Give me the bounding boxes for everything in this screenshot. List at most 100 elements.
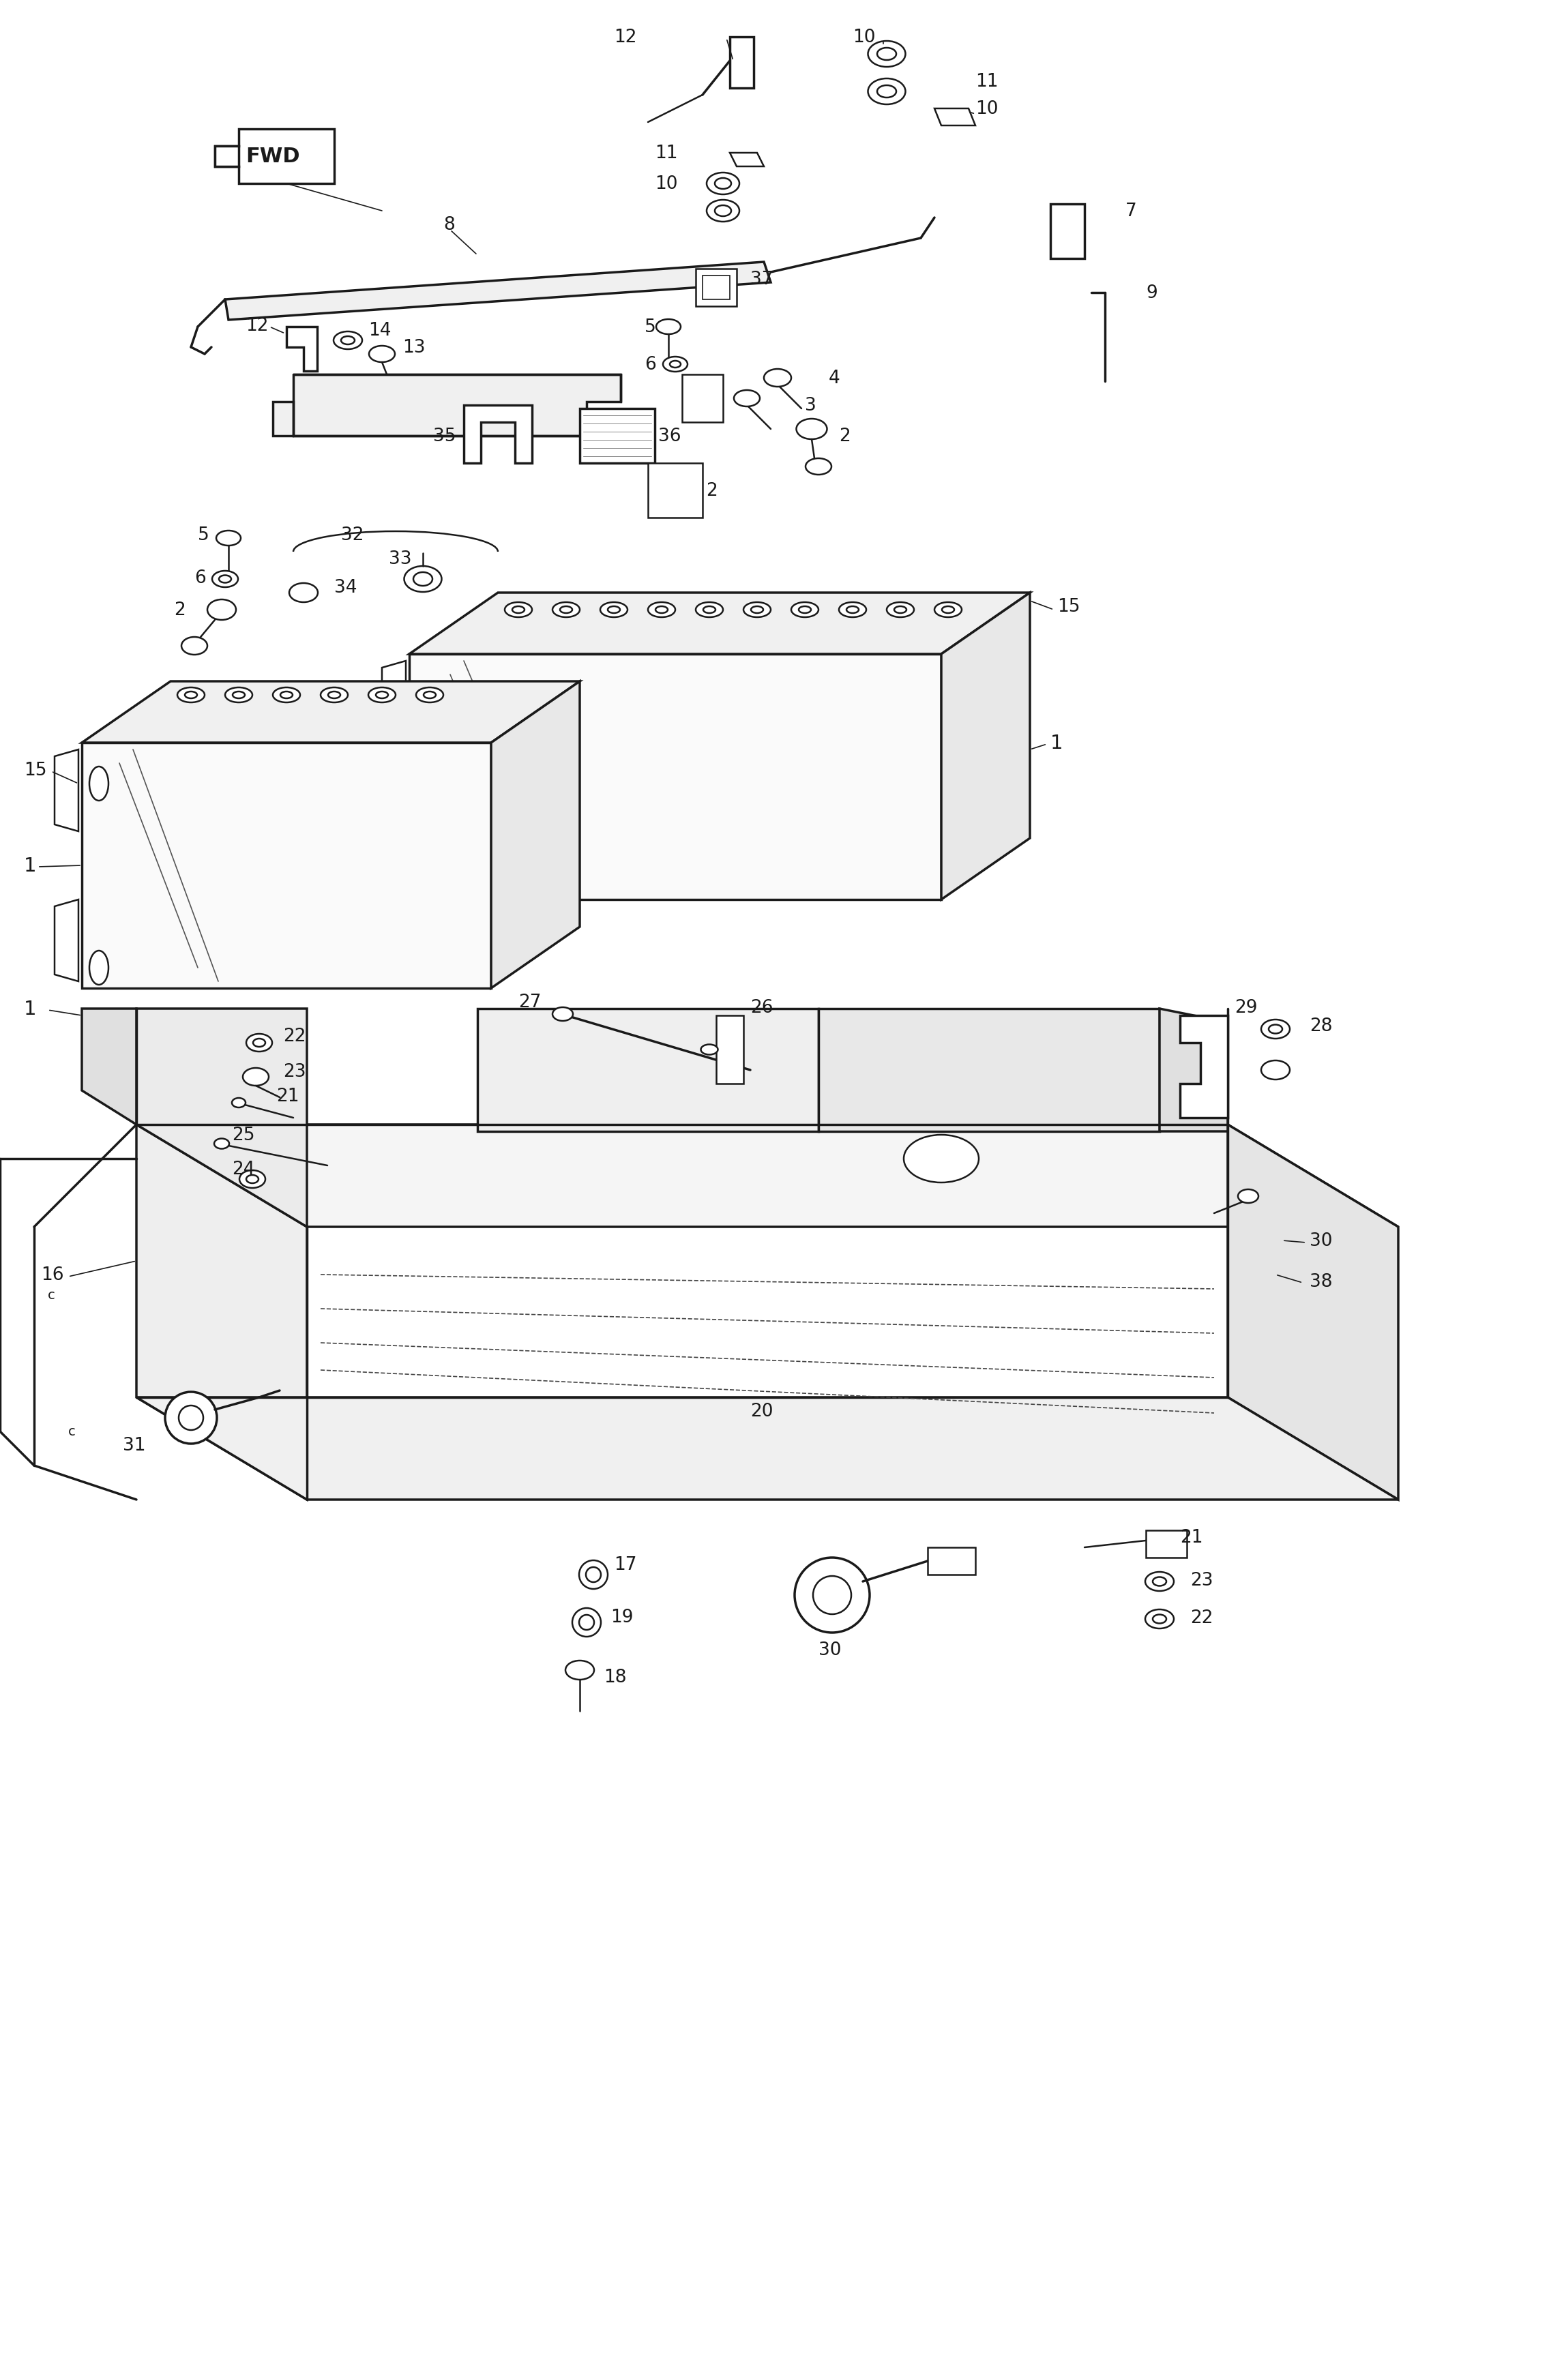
Text: 34: 34	[335, 578, 357, 597]
Ellipse shape	[328, 693, 341, 700]
Polygon shape	[716, 1016, 743, 1083]
Polygon shape	[55, 900, 78, 981]
Ellipse shape	[751, 607, 763, 614]
Polygon shape	[286, 326, 317, 371]
Ellipse shape	[805, 459, 832, 476]
Ellipse shape	[846, 607, 859, 614]
Circle shape	[813, 1576, 851, 1614]
Polygon shape	[696, 269, 737, 307]
Polygon shape	[491, 681, 580, 988]
Text: 30: 30	[1309, 1233, 1333, 1250]
Polygon shape	[682, 376, 723, 424]
Text: FWD: FWD	[246, 148, 300, 167]
Polygon shape	[702, 276, 730, 300]
Polygon shape	[465, 405, 532, 464]
Text: 21: 21	[277, 1088, 299, 1104]
Text: 11: 11	[976, 74, 998, 90]
Ellipse shape	[177, 688, 205, 702]
Ellipse shape	[601, 602, 627, 619]
Ellipse shape	[868, 79, 906, 105]
Text: 12: 12	[613, 29, 637, 45]
Ellipse shape	[375, 693, 388, 700]
Text: 10: 10	[655, 176, 677, 193]
Ellipse shape	[887, 602, 913, 619]
Ellipse shape	[321, 688, 347, 702]
Polygon shape	[136, 1397, 1398, 1499]
Polygon shape	[942, 593, 1031, 900]
Circle shape	[178, 1407, 203, 1430]
Ellipse shape	[657, 319, 680, 336]
Text: c: c	[48, 1290, 55, 1302]
Ellipse shape	[246, 1035, 272, 1052]
Ellipse shape	[877, 48, 896, 60]
Ellipse shape	[895, 607, 907, 614]
Ellipse shape	[560, 607, 572, 614]
Text: 37: 37	[751, 271, 773, 288]
Text: 25: 25	[231, 1126, 255, 1145]
Polygon shape	[382, 819, 405, 900]
Ellipse shape	[1145, 1573, 1175, 1592]
Ellipse shape	[791, 602, 818, 619]
Polygon shape	[81, 1009, 136, 1126]
Ellipse shape	[1268, 1026, 1282, 1033]
Text: 11: 11	[655, 145, 677, 162]
Text: 7: 7	[1126, 202, 1137, 221]
Ellipse shape	[942, 607, 954, 614]
Ellipse shape	[647, 602, 676, 619]
Text: 2: 2	[838, 428, 851, 445]
Polygon shape	[477, 1009, 818, 1133]
Ellipse shape	[231, 1097, 246, 1107]
Text: 18: 18	[604, 1668, 627, 1685]
Text: 12: 12	[246, 317, 269, 336]
Text: 22: 22	[283, 1028, 307, 1045]
Text: 4: 4	[829, 369, 840, 388]
Text: 31: 31	[122, 1438, 145, 1454]
Text: 17: 17	[613, 1557, 637, 1573]
Ellipse shape	[669, 362, 680, 369]
Text: 20: 20	[751, 1402, 773, 1421]
Polygon shape	[647, 464, 702, 519]
Polygon shape	[81, 743, 491, 988]
Text: 28: 28	[1309, 1016, 1333, 1035]
Polygon shape	[410, 654, 942, 900]
Polygon shape	[927, 1547, 976, 1576]
Ellipse shape	[341, 338, 355, 345]
Ellipse shape	[1239, 1190, 1259, 1204]
Ellipse shape	[904, 1135, 979, 1183]
Text: 22: 22	[1190, 1609, 1214, 1626]
Ellipse shape	[579, 1561, 608, 1590]
Text: 2: 2	[705, 483, 718, 500]
Text: 1: 1	[23, 1000, 36, 1019]
Ellipse shape	[404, 566, 441, 593]
Text: 5: 5	[644, 319, 655, 336]
Text: 33: 33	[389, 550, 411, 569]
Ellipse shape	[552, 602, 580, 619]
Ellipse shape	[1153, 1614, 1167, 1623]
Ellipse shape	[877, 86, 896, 98]
Ellipse shape	[424, 693, 436, 700]
Ellipse shape	[233, 693, 246, 700]
Text: 38: 38	[1309, 1273, 1333, 1290]
Polygon shape	[136, 1009, 307, 1228]
Ellipse shape	[239, 1171, 266, 1188]
Text: 6: 6	[644, 357, 655, 374]
Polygon shape	[730, 152, 763, 167]
Text: c: c	[69, 1426, 75, 1438]
Polygon shape	[1228, 1126, 1398, 1499]
Ellipse shape	[369, 347, 396, 362]
Ellipse shape	[934, 602, 962, 619]
Ellipse shape	[505, 602, 532, 619]
Ellipse shape	[715, 178, 732, 190]
Ellipse shape	[715, 207, 732, 217]
Polygon shape	[382, 662, 405, 743]
Polygon shape	[214, 129, 335, 183]
Ellipse shape	[242, 1069, 269, 1085]
Polygon shape	[580, 409, 655, 464]
Polygon shape	[934, 109, 976, 126]
Ellipse shape	[1261, 1061, 1290, 1081]
Ellipse shape	[208, 600, 236, 621]
Ellipse shape	[185, 693, 197, 700]
Ellipse shape	[413, 574, 432, 585]
Polygon shape	[410, 593, 1031, 654]
Text: 1: 1	[23, 857, 36, 876]
